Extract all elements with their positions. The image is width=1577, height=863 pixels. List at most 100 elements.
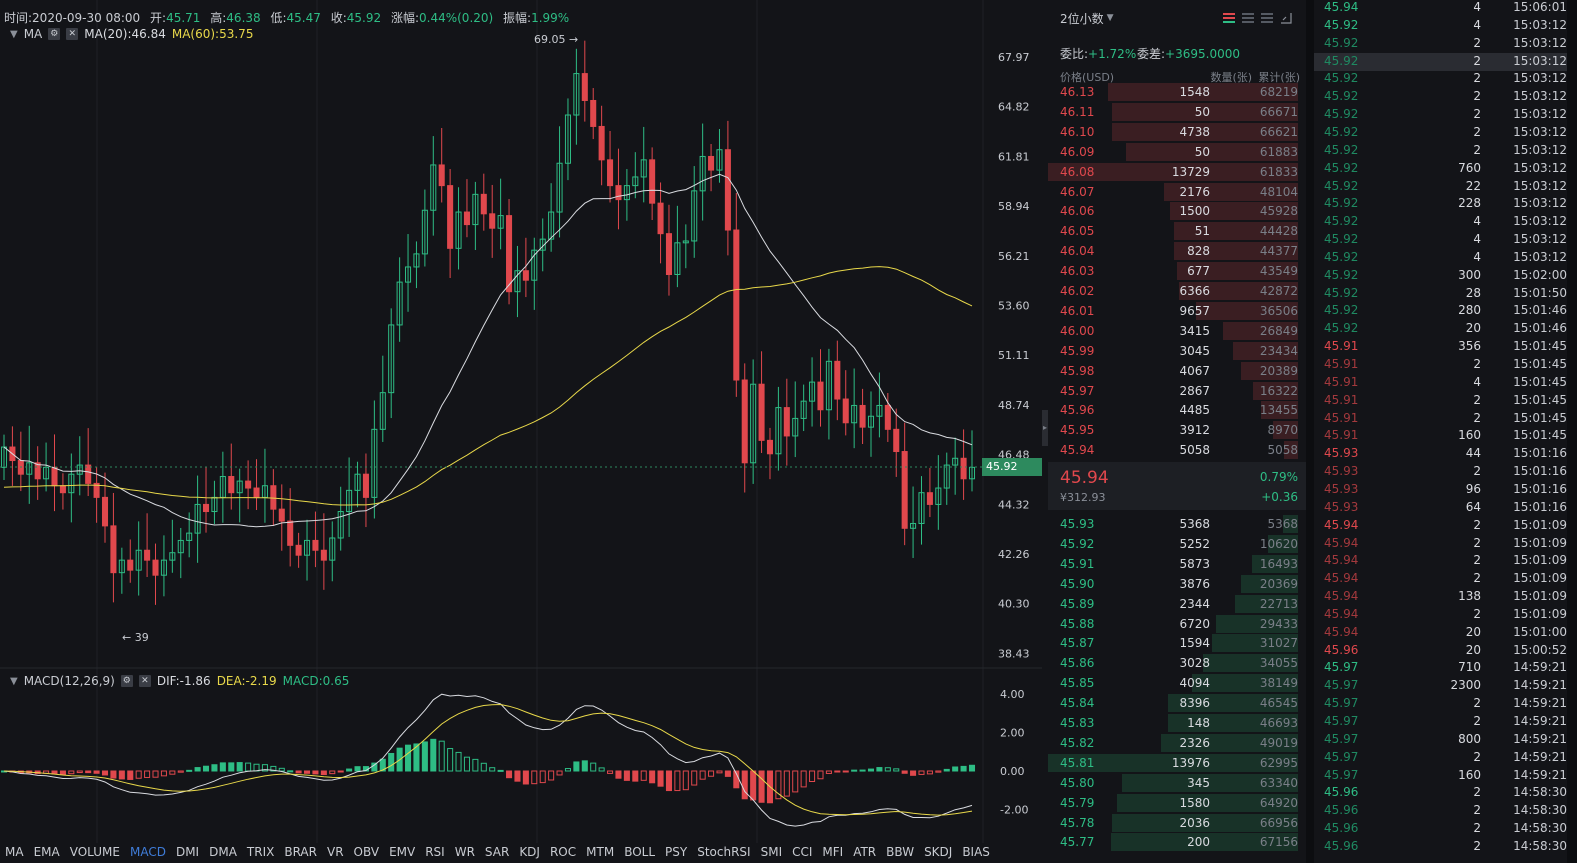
depth-bar (1273, 421, 1298, 440)
caret-down-icon[interactable]: ▼ (1106, 13, 1114, 23)
macd-histogram-bar (379, 758, 386, 772)
cumulative: 34055 (1259, 656, 1298, 671)
bid-row[interactable]: 45.80 345 63340 (1048, 773, 1306, 793)
ask-row[interactable]: 46.01 9657 36506 (1048, 301, 1306, 321)
tab-trix[interactable]: TRIX (246, 845, 275, 859)
tab-brar[interactable]: BRAR (284, 845, 317, 859)
tab-psy[interactable]: PSY (665, 845, 688, 859)
ask-row[interactable]: 46.04 828 44377 (1048, 241, 1306, 261)
bid-row[interactable]: 45.81 13976 62995 (1048, 753, 1306, 773)
chevron-down-icon[interactable]: ▼ (10, 675, 18, 687)
bid-row[interactable]: 45.77 200 67156 (1048, 832, 1306, 852)
asks-view-icon[interactable] (1261, 12, 1273, 24)
settings-icon[interactable]: ⚙ (120, 675, 133, 687)
tab-sar[interactable]: SAR (484, 845, 510, 859)
bid-row[interactable]: 45.90 3876 20369 (1048, 574, 1306, 594)
tab-bbw[interactable]: BBW (886, 845, 915, 859)
candle-body (362, 473, 369, 498)
ask-row[interactable]: 45.99 3045 23434 (1048, 341, 1306, 361)
tab-rsi[interactable]: RSI (425, 845, 445, 859)
bid-row[interactable]: 45.89 2344 22713 (1048, 594, 1306, 614)
tab-emv[interactable]: EMV (389, 845, 416, 859)
depth-bar (1048, 162, 1298, 181)
trade-qty: 44 (1465, 446, 1481, 461)
tab-kdj[interactable]: KDJ (519, 845, 540, 859)
close-icon[interactable]: ✕ (138, 675, 151, 687)
tab-atr[interactable]: ATR (853, 845, 877, 859)
tab-skdj[interactable]: SKDJ (924, 845, 953, 859)
ask-row[interactable]: 46.11 50 66671 (1048, 102, 1306, 122)
tab-obv[interactable]: OBV (353, 845, 380, 859)
price: 45.91 (1060, 556, 1095, 571)
bid-row[interactable]: 45.85 4094 38149 (1048, 673, 1306, 693)
bid-row[interactable]: 45.87 1594 31027 (1048, 633, 1306, 653)
ask-row[interactable]: 46.07 2176 48104 (1048, 182, 1306, 202)
ask-row[interactable]: 46.05 51 44428 (1048, 221, 1306, 241)
tab-ema[interactable]: EMA (33, 845, 60, 859)
settings-icon[interactable]: ⚙ (48, 28, 61, 40)
tab-macd[interactable]: MACD (129, 845, 166, 859)
quantity: 3876 (1179, 576, 1210, 591)
bid-row[interactable]: 45.92 5252 10620 (1048, 534, 1306, 554)
trade-row: 45.94 138 15:01:09 (1314, 588, 1567, 606)
tab-volume[interactable]: VOLUME (69, 845, 120, 859)
collapse-handle-icon[interactable]: ▸ (1042, 410, 1048, 446)
tab-mfi[interactable]: MFI (822, 845, 844, 859)
bid-row[interactable]: 45.86 3028 34055 (1048, 653, 1306, 673)
tab-roc[interactable]: ROC (549, 845, 577, 859)
tab-ma[interactable]: MA (5, 845, 24, 859)
tab-boll[interactable]: BOLL (624, 845, 656, 859)
tab-cci[interactable]: CCI (792, 845, 813, 859)
ask-row[interactable]: 45.96 4485 13455 (1048, 400, 1306, 420)
ask-row[interactable]: 46.06 1500 45928 (1048, 201, 1306, 221)
tab-vr[interactable]: VR (326, 845, 344, 859)
tab-stochrsi[interactable]: StochRSI (697, 845, 751, 859)
ask-row[interactable]: 46.02 6366 42872 (1048, 281, 1306, 301)
bid-row[interactable]: 45.83 148 46693 (1048, 713, 1306, 733)
ask-row[interactable]: 46.09 50 61883 (1048, 142, 1306, 162)
ask-row[interactable]: 45.94 5058 5058 (1048, 440, 1306, 460)
ask-row[interactable]: 46.03 677 43549 (1048, 261, 1306, 281)
bid-row[interactable]: 45.84 8396 46545 (1048, 693, 1306, 713)
both-sides-view-icon[interactable] (1223, 12, 1235, 24)
bid-row[interactable]: 45.82 2326 49019 (1048, 733, 1306, 753)
ask-row[interactable]: 46.13 1548 68219 (1048, 82, 1306, 102)
ask-row[interactable]: 45.95 3912 8970 (1048, 420, 1306, 440)
tab-dmi[interactable]: DMI (175, 845, 200, 859)
ask-row[interactable]: 46.08 13729 61833 (1048, 162, 1306, 182)
tab-bias[interactable]: BIAS (962, 845, 990, 859)
bids-view-icon[interactable] (1242, 12, 1254, 24)
ask-row[interactable]: 45.98 4067 20389 (1048, 361, 1306, 381)
ask-row[interactable]: 46.00 3415 26849 (1048, 321, 1306, 341)
close-icon[interactable]: ✕ (66, 28, 79, 40)
bid-row[interactable]: 45.91 5873 16493 (1048, 554, 1306, 574)
bid-row[interactable]: 45.79 1580 64920 (1048, 793, 1306, 813)
chevron-down-icon[interactable]: ▼ (10, 28, 18, 40)
tab-dma[interactable]: DMA (209, 845, 237, 859)
bid-row[interactable]: 45.88 6720 29433 (1048, 614, 1306, 634)
bid-row[interactable]: 45.78 2036 66956 (1048, 813, 1306, 833)
bid-row[interactable]: 45.93 5368 5368 (1048, 514, 1306, 534)
trade-row: 45.92 2 15:03:12 (1314, 52, 1567, 71)
trade-time: 15:03:12 (1513, 178, 1567, 193)
kline-chart[interactable]: 67.97 64.82 61.81 58.94 56.21 53.60 51.11 48.74… (0, 0, 1042, 843)
right-scrollbar[interactable] (1567, 0, 1577, 863)
ask-row[interactable]: 46.10 4738 66621 (1048, 122, 1306, 142)
trade-qty: 2 (1473, 517, 1481, 532)
tab-mtm[interactable]: MTM (586, 845, 615, 859)
tab-wr[interactable]: WR (454, 845, 475, 859)
depth-view-icon[interactable] (1280, 12, 1292, 24)
candle-body (506, 215, 513, 293)
kline-chart-panel[interactable]: 67.97 64.82 61.81 58.94 56.21 53.60 51.11 48.74… (0, 0, 1042, 863)
macd-histogram-bar (144, 770, 151, 778)
ma60-line (3, 266, 973, 506)
macd-histogram-bar (236, 762, 243, 772)
decimals-select[interactable]: 2位小数 (1060, 11, 1104, 26)
macd-histogram-bar (935, 770, 942, 773)
tab-smi[interactable]: SMI (760, 845, 783, 859)
ask-row[interactable]: 45.97 2867 16322 (1048, 381, 1306, 401)
candle-body (943, 464, 950, 489)
trade-time: 15:03:12 (1513, 160, 1567, 175)
trade-row: 45.96 20 15:00:52 (1314, 642, 1567, 660)
candle-body (480, 193, 487, 215)
